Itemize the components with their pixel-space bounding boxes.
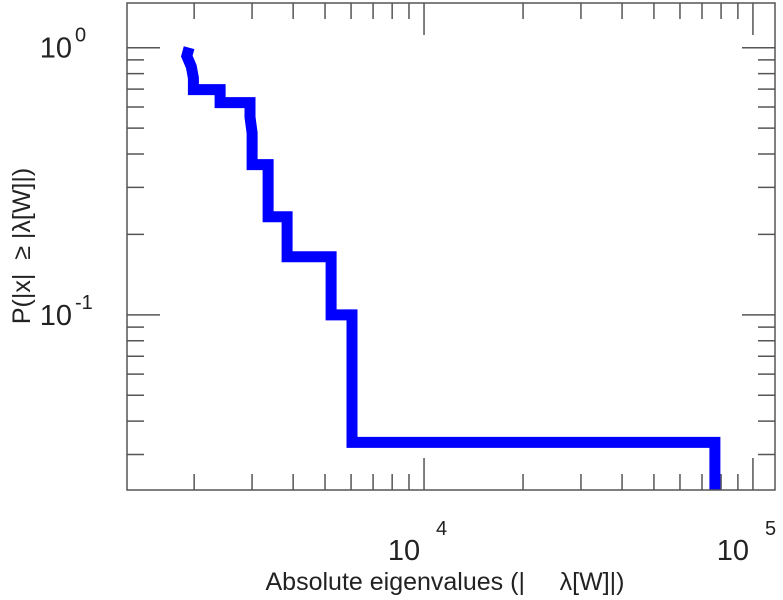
y-tick-exponent: 0 bbox=[75, 25, 86, 47]
series-line-ccdf bbox=[180, 46, 721, 490]
y-tick-label: 10 bbox=[40, 300, 72, 332]
y-tick-exponent: -1 bbox=[75, 292, 93, 314]
x-tick-label: 10 bbox=[388, 535, 420, 567]
x-tick-label: 10 bbox=[717, 535, 749, 567]
axis-ticks bbox=[127, 3, 775, 490]
x-tick-exponent: 4 bbox=[436, 518, 447, 540]
x-tick-exponent: 5 bbox=[765, 518, 776, 540]
y-axis-label: P(|x| ≥ |λ[W]|) bbox=[8, 168, 36, 324]
y-tick-label: 10 bbox=[40, 33, 72, 65]
plot-frame bbox=[126, 2, 776, 491]
x-axis-label: Absolute eigenvalues (| λ[W]|) bbox=[266, 568, 625, 596]
